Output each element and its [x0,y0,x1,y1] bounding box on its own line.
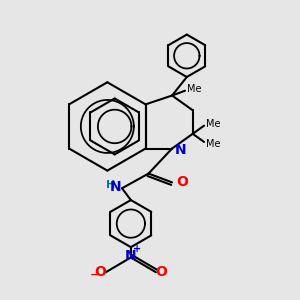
Text: Me: Me [206,139,220,149]
Text: Me: Me [187,84,201,94]
Text: +: + [133,244,141,254]
Text: O: O [176,176,188,189]
Text: N: N [174,143,186,157]
Text: N: N [110,180,122,194]
Text: H: H [106,180,116,190]
Text: Me: Me [206,118,220,129]
Text: N: N [125,249,137,263]
Text: O: O [94,265,106,279]
Text: −: − [90,270,99,280]
Text: O: O [155,265,167,279]
